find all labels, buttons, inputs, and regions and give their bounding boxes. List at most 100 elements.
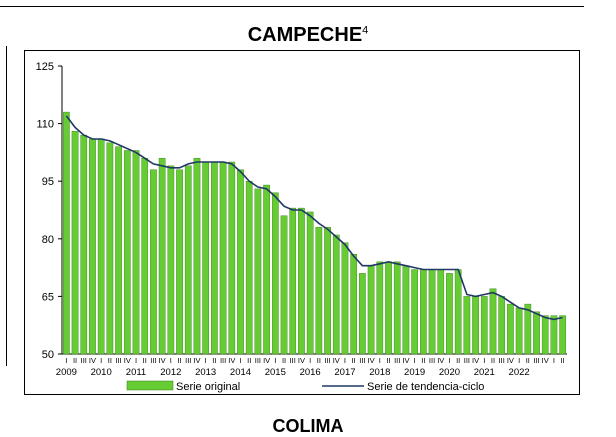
- bar: [498, 296, 506, 355]
- year-tick-label: 2016: [300, 367, 321, 378]
- year-tick-label: 2017: [334, 367, 355, 378]
- bar: [359, 273, 366, 355]
- bar: [489, 288, 497, 355]
- bar: [463, 296, 471, 355]
- quarter-tick-label: I: [344, 356, 346, 365]
- quarter-tick-label: III: [324, 356, 330, 365]
- bar: [271, 192, 279, 355]
- bar: [324, 227, 331, 355]
- quarter-tick-label: III: [115, 356, 121, 365]
- year-tick-label: 2022: [509, 367, 530, 378]
- bar: [115, 146, 122, 355]
- legend-label-line: Serie de tendencia-ciclo: [367, 381, 484, 393]
- bar: [315, 227, 323, 355]
- quarter-tick-label: III: [394, 356, 400, 365]
- bar: [411, 269, 418, 355]
- bar: [106, 142, 114, 355]
- year-tick-label: 2018: [369, 367, 390, 378]
- quarter-tick-label: II: [108, 356, 112, 365]
- year-tick-label: 2013: [195, 367, 216, 378]
- y-tick-label: 125: [36, 61, 54, 73]
- quarter-tick-label: I: [205, 356, 207, 365]
- quarter-tick-label: I: [309, 356, 311, 365]
- quarter-tick-label: II: [247, 356, 251, 365]
- bar: [141, 157, 149, 355]
- bar: [350, 253, 358, 355]
- bar: [437, 269, 445, 355]
- year-tick-label: 2015: [265, 367, 286, 378]
- quarter-tick-label: I: [239, 356, 241, 365]
- bar: [341, 242, 349, 355]
- quarter-tick-label: IV: [263, 356, 270, 365]
- quarter-tick-label: IV: [298, 356, 305, 365]
- quarter-tick-label: IV: [193, 356, 200, 365]
- bar: [254, 188, 262, 355]
- quarter-tick-label: III: [255, 356, 261, 365]
- legend-label-bars: Serie original: [176, 381, 240, 393]
- quarter-tick-label: IV: [402, 356, 409, 365]
- bar: [385, 261, 392, 355]
- bar: [123, 150, 131, 355]
- quarter-tick-label: II: [177, 356, 181, 365]
- bar: [184, 165, 192, 355]
- bar: [193, 157, 201, 355]
- quarter-tick-label: III: [533, 356, 539, 365]
- quarter-tick-label: II: [143, 356, 147, 365]
- bar: [472, 296, 479, 355]
- quarter-tick-label: III: [359, 356, 365, 365]
- bar: [559, 315, 566, 355]
- legend-swatch-bars: [126, 380, 174, 391]
- quarter-tick-label: III: [499, 356, 505, 365]
- quarter-tick-label: I: [518, 356, 520, 365]
- quarter-tick-label: II: [456, 356, 460, 365]
- y-tick-label: 50: [42, 349, 54, 361]
- bar: [228, 161, 236, 355]
- bar: [524, 303, 532, 355]
- top-divider-line: [0, 6, 584, 7]
- bar: [480, 296, 488, 355]
- year-tick-label: 2009: [56, 367, 77, 378]
- quarter-tick-label: I: [100, 356, 102, 365]
- year-tick-label: 2011: [126, 367, 146, 378]
- bar: [167, 165, 175, 355]
- quarter-tick-label: III: [290, 356, 296, 365]
- quarter-tick-label: IV: [124, 356, 131, 365]
- bar: [176, 169, 183, 355]
- bar: [280, 215, 288, 355]
- year-tick-label: 2010: [91, 367, 112, 378]
- quarter-tick-label: IV: [472, 356, 479, 365]
- quarter-tick-label: I: [414, 356, 416, 365]
- quarter-tick-label: I: [379, 356, 381, 365]
- bar: [428, 269, 436, 355]
- y-tick-label: 110: [36, 119, 54, 131]
- bar: [219, 161, 227, 355]
- bar: [402, 265, 410, 355]
- quarter-tick-label: I: [65, 356, 67, 365]
- bar: [263, 184, 270, 355]
- bar: [367, 265, 375, 355]
- y-tick-label: 80: [42, 234, 54, 246]
- quarter-tick-label: I: [483, 356, 485, 365]
- quarter-tick-label: II: [491, 356, 495, 365]
- bar: [298, 207, 305, 355]
- quarter-tick-label: II: [212, 356, 216, 365]
- y-tick-label: 95: [42, 176, 54, 188]
- bar: [63, 111, 70, 355]
- bar: [80, 134, 88, 355]
- bar: [332, 234, 340, 355]
- quarter-tick-label: I: [553, 356, 555, 365]
- bar: [533, 311, 540, 355]
- next-chart-title: COLIMA: [272, 416, 344, 436]
- quarter-tick-label: II: [352, 356, 356, 365]
- quarter-tick-label: IV: [507, 356, 514, 365]
- chart-title: CAMPECHE4: [0, 24, 616, 47]
- year-tick-label: 2021: [474, 367, 495, 378]
- bar: [237, 169, 244, 355]
- bar: [393, 261, 401, 355]
- chart-frame: [24, 50, 580, 395]
- quarter-tick-label: IV: [89, 356, 96, 365]
- chart-title-footnote: 4: [362, 24, 369, 37]
- bar: [211, 161, 218, 355]
- quarter-tick-label: II: [526, 356, 530, 365]
